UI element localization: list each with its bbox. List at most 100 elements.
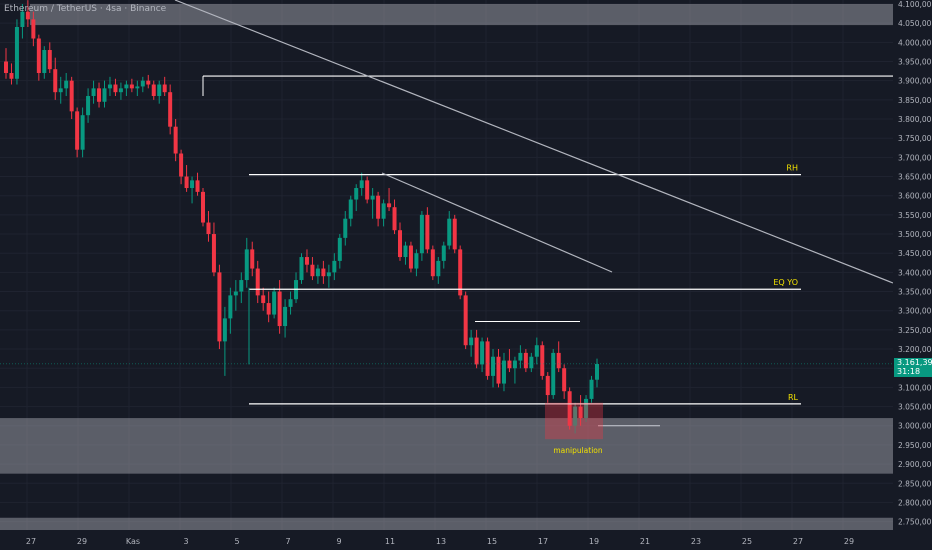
candle-body[interactable] bbox=[288, 299, 293, 307]
candle-body[interactable] bbox=[436, 260, 441, 277]
candle-body[interactable] bbox=[162, 84, 167, 93]
candle-body[interactable] bbox=[441, 245, 446, 261]
candle-body[interactable] bbox=[91, 88, 96, 97]
candle-body[interactable] bbox=[261, 295, 266, 304]
candle-body[interactable] bbox=[179, 153, 184, 177]
candle-body[interactable] bbox=[326, 272, 331, 277]
candle-body[interactable] bbox=[321, 268, 326, 277]
candle-body[interactable] bbox=[53, 69, 58, 93]
candle-body[interactable] bbox=[80, 115, 85, 150]
candle-body[interactable] bbox=[206, 222, 211, 235]
candle-body[interactable] bbox=[140, 80, 145, 87]
candle-body[interactable] bbox=[512, 360, 517, 369]
candle-body[interactable] bbox=[337, 237, 342, 261]
candle-body[interactable] bbox=[244, 249, 249, 281]
candle-body[interactable] bbox=[58, 88, 63, 93]
candle-body[interactable] bbox=[463, 295, 468, 346]
candle-body[interactable] bbox=[102, 88, 107, 102]
candle-body[interactable] bbox=[315, 268, 320, 277]
candle-body[interactable] bbox=[4, 61, 8, 74]
candle-body[interactable] bbox=[359, 180, 364, 189]
candle-body[interactable] bbox=[332, 260, 337, 273]
candle-body[interactable] bbox=[408, 245, 413, 269]
candle-body[interactable] bbox=[151, 84, 156, 97]
candle-body[interactable] bbox=[529, 356, 534, 369]
trend-line-minor[interactable] bbox=[381, 172, 613, 273]
candle-body[interactable] bbox=[589, 379, 594, 399]
candle-body[interactable] bbox=[540, 345, 545, 376]
candle-body[interactable] bbox=[534, 345, 539, 357]
candle-body[interactable] bbox=[118, 88, 123, 93]
candle-body[interactable] bbox=[480, 341, 485, 365]
candle-body[interactable] bbox=[195, 180, 200, 192]
candle-body[interactable] bbox=[354, 188, 359, 200]
candle-body[interactable] bbox=[25, 11, 30, 20]
candle-body[interactable] bbox=[370, 195, 375, 200]
candle-body[interactable] bbox=[447, 218, 452, 246]
candle-body[interactable] bbox=[562, 368, 567, 392]
candle-body[interactable] bbox=[425, 214, 430, 250]
candle-body[interactable] bbox=[239, 280, 244, 292]
candle-body[interactable] bbox=[523, 352, 528, 369]
candle-body[interactable] bbox=[64, 80, 69, 89]
candle-body[interactable] bbox=[551, 352, 556, 396]
candle-body[interactable] bbox=[343, 218, 348, 238]
candle-body[interactable] bbox=[228, 295, 233, 319]
candle-body[interactable] bbox=[545, 375, 550, 396]
candle-body[interactable] bbox=[86, 96, 91, 116]
candle-body[interactable] bbox=[398, 230, 402, 258]
candle-body[interactable] bbox=[277, 291, 282, 327]
candle-body[interactable] bbox=[97, 88, 102, 102]
candle-body[interactable] bbox=[255, 268, 260, 296]
candle-body[interactable] bbox=[113, 84, 118, 93]
candle-body[interactable] bbox=[474, 337, 479, 365]
candle-body[interactable] bbox=[556, 352, 561, 369]
candle-body[interactable] bbox=[578, 406, 583, 419]
candle-body[interactable] bbox=[47, 50, 52, 70]
candle-body[interactable] bbox=[491, 356, 496, 376]
candle-body[interactable] bbox=[190, 180, 195, 189]
candle-body[interactable] bbox=[414, 253, 419, 269]
candle-body[interactable] bbox=[157, 84, 162, 97]
candle-body[interactable] bbox=[168, 92, 173, 127]
candle-body[interactable] bbox=[272, 291, 277, 315]
candle-body[interactable] bbox=[496, 356, 501, 384]
candle-body[interactable] bbox=[458, 249, 463, 296]
candle-body[interactable] bbox=[31, 19, 36, 39]
candle-body[interactable] bbox=[9, 73, 14, 79]
candle-body[interactable] bbox=[573, 406, 578, 426]
candle-body[interactable] bbox=[507, 360, 512, 369]
candle-body[interactable] bbox=[419, 214, 424, 254]
manipulation-box[interactable] bbox=[545, 402, 603, 440]
candle-body[interactable] bbox=[485, 341, 490, 376]
candle-body[interactable] bbox=[184, 176, 189, 189]
candle-body[interactable] bbox=[584, 398, 589, 419]
candle-body[interactable] bbox=[146, 80, 151, 85]
candle-body[interactable] bbox=[211, 234, 216, 273]
candle-body[interactable] bbox=[365, 180, 370, 200]
candle-body[interactable] bbox=[217, 272, 222, 342]
candle-body[interactable] bbox=[348, 199, 353, 219]
candle-body[interactable] bbox=[304, 257, 309, 265]
trend-line-major[interactable] bbox=[174, 0, 894, 284]
candle-body[interactable] bbox=[107, 84, 112, 89]
candle-body[interactable] bbox=[501, 360, 506, 384]
candle-body[interactable] bbox=[392, 207, 397, 231]
candle-body[interactable] bbox=[250, 249, 255, 269]
candle-body[interactable] bbox=[124, 84, 129, 89]
candle-body[interactable] bbox=[266, 303, 271, 315]
candle-body[interactable] bbox=[233, 291, 238, 296]
candle-body[interactable] bbox=[387, 203, 392, 208]
candle-body[interactable] bbox=[201, 191, 205, 223]
candle-body[interactable] bbox=[299, 257, 304, 281]
candle-body[interactable] bbox=[430, 249, 435, 277]
candle-body[interactable] bbox=[595, 364, 599, 380]
candle-body[interactable] bbox=[452, 218, 457, 250]
candle-body[interactable] bbox=[42, 50, 47, 74]
candle-body[interactable] bbox=[567, 391, 572, 426]
candle-body[interactable] bbox=[283, 306, 288, 327]
candle-body[interactable] bbox=[469, 337, 474, 346]
candle-body[interactable] bbox=[403, 245, 408, 258]
candle-body[interactable] bbox=[20, 11, 25, 28]
